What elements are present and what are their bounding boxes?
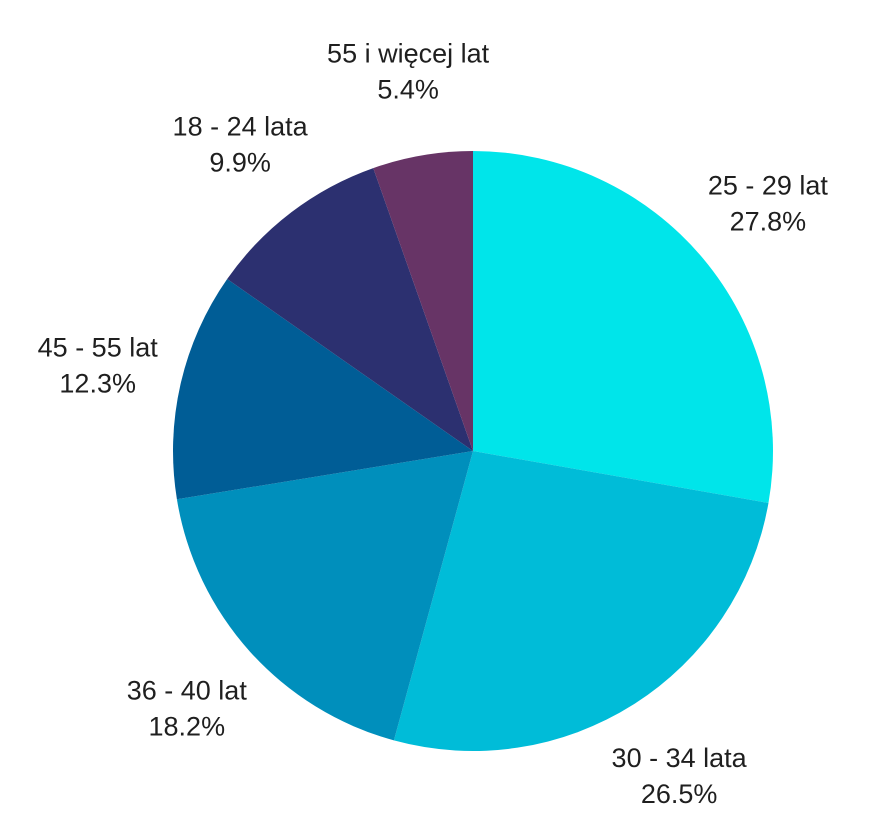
pie-label-18-24-lata: 18 - 24 lata [173, 111, 309, 141]
pie-slice-25-29-lat [473, 151, 773, 503]
pie-value-label-18-24-lata: 9.9% [209, 147, 271, 177]
pie-value-label-36-40-lat: 18.2% [149, 712, 226, 742]
pie-value-label-25-29-lat: 27.8% [730, 207, 807, 237]
pie-slice-55-i-wiecej-lat [373, 151, 473, 451]
pie-value-label-45-55-lat: 12.3% [59, 368, 136, 398]
pie-label-25-29-lat: 25 - 29 lat [708, 171, 829, 201]
pie-label-30-34-lata: 30 - 34 lata [612, 743, 748, 773]
pie-label-36-40-lat: 36 - 40 lat [127, 676, 248, 706]
pie-slice-45-55-lat [172, 279, 473, 500]
pie-label-45-55-lat: 45 - 55 lat [38, 332, 159, 362]
pie-slices [172, 151, 773, 752]
pie-slice-18-24-lata [227, 168, 473, 451]
pie-label-55-i-wiecej-lat: 55 i więcej lat [327, 39, 490, 69]
pie-slice-30-34-lata [393, 451, 769, 752]
pie-value-label-30-34-lata: 26.5% [641, 779, 718, 809]
pie-labels: 25 - 29 lat 27.8% 30 - 34 lata 26.5% 36 - 40… [38, 39, 829, 810]
pie-value-label-55-i-wiecej-lat: 5.4% [377, 75, 439, 105]
pie-slice-36-40-lat [176, 451, 473, 741]
